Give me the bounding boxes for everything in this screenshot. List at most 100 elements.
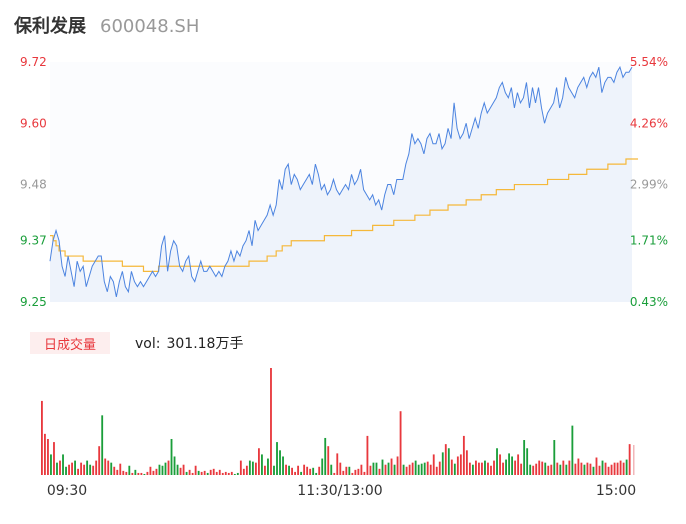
time-axis: 09:30 11:30/13:00 15:00	[47, 483, 636, 499]
volume-bar	[89, 464, 92, 475]
volume-bar	[131, 472, 134, 475]
volume-bar	[53, 442, 55, 475]
volume-bar	[143, 473, 146, 475]
volume-bar	[610, 464, 613, 475]
volume-bar	[372, 462, 375, 475]
volume-bar	[453, 463, 456, 475]
volume-bar	[405, 466, 408, 475]
volume-bar	[529, 464, 532, 475]
volume-bar	[465, 450, 468, 475]
volume-bar	[251, 461, 254, 476]
volume-bar	[562, 460, 565, 475]
volume-bar	[330, 464, 333, 475]
volume-bar	[381, 459, 384, 475]
volume-bar	[622, 462, 625, 475]
volume-bar	[595, 457, 598, 475]
volume-chart	[41, 368, 635, 476]
volume-bar	[173, 456, 176, 475]
volume-bar	[206, 472, 209, 475]
volume-bar	[450, 459, 453, 475]
volume-bar	[502, 462, 504, 475]
volume-bar	[270, 368, 272, 475]
volume-bar	[56, 462, 58, 475]
volume-bar	[47, 438, 49, 475]
volume-bar	[390, 458, 393, 475]
volume-bar	[444, 444, 447, 475]
volume-bar	[152, 470, 155, 475]
volume-bar	[544, 462, 547, 475]
volume-bar	[227, 472, 230, 475]
volume-bar	[538, 460, 541, 475]
volume-bar	[462, 435, 465, 475]
volume-bar	[484, 460, 486, 475]
volume-bar	[628, 444, 631, 475]
volume-bar	[294, 471, 297, 475]
volume-bar	[233, 473, 236, 475]
volume-bar	[571, 425, 574, 475]
volume-bar	[471, 464, 474, 475]
volume-bar	[348, 466, 351, 475]
volume-bar	[71, 462, 73, 475]
volume-bar	[194, 465, 197, 475]
percent-tick-label: 1.71%	[630, 234, 668, 248]
volume-bar	[215, 471, 218, 475]
volume-bar	[345, 466, 348, 475]
volume-bar	[426, 461, 429, 476]
volume-bar	[267, 458, 269, 475]
volume-bar	[149, 466, 152, 475]
volume-bar	[212, 468, 215, 475]
volume-bar	[273, 465, 275, 475]
volume-bar	[487, 462, 489, 475]
volume-bar	[568, 460, 571, 475]
volume-bar	[324, 437, 327, 475]
volume-bar	[432, 454, 435, 475]
volume-bar	[607, 466, 610, 475]
volume-bar	[366, 435, 369, 475]
price-chart	[49, 62, 639, 302]
volume-bar	[520, 463, 523, 475]
price-area-fill	[50, 67, 632, 302]
volume-bar	[553, 440, 556, 475]
volume-bar	[441, 452, 444, 475]
volume-bar	[140, 472, 143, 475]
volume-bar	[119, 463, 122, 475]
volume-bar	[604, 462, 607, 475]
volume-bar	[285, 464, 287, 475]
volume-bar	[402, 464, 405, 475]
volume-bar	[92, 465, 95, 475]
volume-bar	[514, 460, 517, 475]
volume-bar	[98, 446, 101, 475]
volume-bar	[297, 465, 300, 475]
volume-bar	[188, 469, 191, 475]
volume-bar	[125, 471, 128, 475]
volume-bar	[499, 454, 501, 475]
volume-bar	[508, 453, 510, 475]
percent-tick-label: 0.43%	[630, 295, 668, 309]
volume-bar	[191, 472, 194, 475]
volume-bar	[511, 456, 514, 475]
volume-bar	[535, 463, 538, 475]
volume-bar	[104, 458, 107, 475]
volume-bar	[505, 459, 507, 475]
volume-bar	[378, 468, 381, 475]
volume-bar	[616, 462, 619, 475]
volume-bar	[396, 456, 399, 475]
volume-bar	[468, 462, 471, 475]
volume-bar	[333, 472, 336, 475]
volume-bar	[83, 464, 86, 475]
volume-bar	[312, 467, 315, 475]
volume-bar	[254, 462, 257, 475]
volume-bar	[619, 460, 622, 475]
volume-bar	[300, 471, 303, 475]
volume-bar	[303, 464, 306, 475]
volume-bar	[580, 462, 583, 475]
volume-bar	[137, 472, 140, 475]
volume-bar	[327, 446, 330, 475]
volume-bar	[77, 468, 80, 475]
volume-bar	[224, 471, 227, 475]
volume-bar	[589, 463, 592, 475]
volume-bar	[321, 458, 324, 475]
volume-bar	[613, 462, 616, 475]
volume-bar	[200, 471, 203, 475]
volume-value: 301.18万手	[166, 336, 244, 352]
